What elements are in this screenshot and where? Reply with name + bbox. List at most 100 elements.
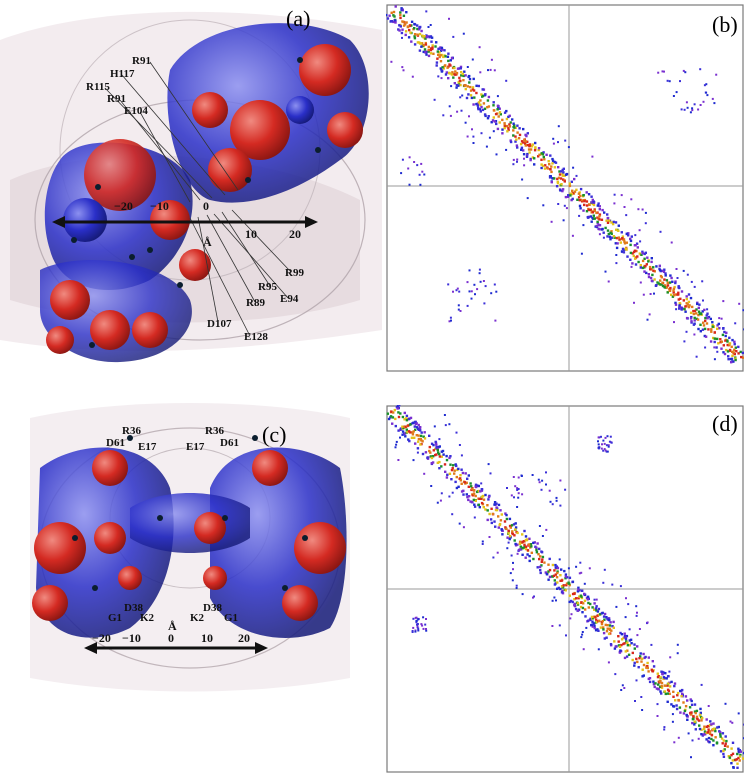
contact-dot xyxy=(646,256,649,259)
contact-dot xyxy=(602,615,606,618)
contact-dot xyxy=(592,201,596,204)
contact-dot xyxy=(673,285,676,289)
contact-dot xyxy=(671,295,675,298)
contact-dot xyxy=(688,706,692,709)
contact-dot xyxy=(568,583,571,587)
contact-dot xyxy=(478,108,482,111)
contact-dot xyxy=(455,86,458,89)
contact-dot xyxy=(645,271,648,275)
contact-dot xyxy=(474,494,477,498)
contact-dot xyxy=(625,634,629,638)
contact-dot xyxy=(435,445,438,449)
contact-dot xyxy=(624,637,628,641)
contact-dot xyxy=(426,456,429,459)
contact-dot xyxy=(722,739,725,742)
panel-c-surface: R36 D61 E17 E17 R36 D61 D38 G1 K2 K2 D38… xyxy=(30,403,350,692)
contact-dot xyxy=(557,176,561,179)
contact-dot xyxy=(511,530,514,533)
contact-dot xyxy=(471,487,474,491)
contact-dot xyxy=(413,436,416,439)
contact-dot xyxy=(556,570,559,573)
contact-dot xyxy=(705,718,708,721)
contact-dot xyxy=(419,437,422,441)
contact-dot xyxy=(727,355,730,358)
contact-dot xyxy=(679,80,681,83)
contact-dot xyxy=(553,160,556,164)
contact-dot xyxy=(557,203,560,205)
contact-dot xyxy=(718,317,721,320)
contact-dot xyxy=(607,661,610,664)
contact-dot xyxy=(386,17,390,20)
contact-dot xyxy=(399,412,402,415)
contact-dot xyxy=(730,754,733,757)
contact-dot xyxy=(581,200,584,203)
contact-dot xyxy=(629,638,633,641)
contact-dot xyxy=(708,732,712,735)
contact-dot xyxy=(453,82,456,85)
contact-dot xyxy=(591,198,594,202)
contact-dot xyxy=(570,180,573,183)
contact-dot xyxy=(451,71,454,74)
contact-dot xyxy=(702,321,705,324)
contact-dot xyxy=(564,139,567,142)
contact-dot xyxy=(580,596,584,600)
contact-dot xyxy=(639,240,642,243)
contact-dot xyxy=(541,153,545,156)
contact-dot xyxy=(555,565,558,568)
contact-dot xyxy=(577,192,581,195)
contact-dot xyxy=(434,447,437,451)
contact-dot xyxy=(405,11,408,14)
contact-dot xyxy=(554,161,558,164)
contact-dot xyxy=(397,459,400,461)
contact-dot xyxy=(725,348,728,352)
contact-dot xyxy=(633,301,635,304)
contact-dot xyxy=(637,260,640,264)
contact-dot xyxy=(400,7,403,10)
contact-dot xyxy=(682,69,685,72)
contact-dot xyxy=(450,478,453,481)
contact-dot xyxy=(546,167,550,170)
contact-dot xyxy=(586,595,590,598)
contact-dot xyxy=(444,64,447,67)
contact-dot xyxy=(671,280,674,283)
contact-dot xyxy=(568,576,572,579)
contact-dot xyxy=(473,96,476,99)
contact-dot xyxy=(623,242,627,245)
contact-dot xyxy=(436,57,439,60)
contact-dot xyxy=(649,276,653,280)
contact-dot xyxy=(552,137,555,140)
contact-dot xyxy=(657,71,660,74)
contact-dot xyxy=(510,554,513,557)
contact-dot xyxy=(505,517,509,521)
contact-dot xyxy=(419,443,422,446)
contact-matrix-d: (d) xyxy=(386,405,744,773)
contact-dot xyxy=(593,626,596,630)
contact-dot xyxy=(692,717,695,720)
contact-dot xyxy=(614,221,618,224)
contact-dot xyxy=(606,213,609,216)
contact-dot xyxy=(522,546,525,549)
contact-dot xyxy=(505,513,508,517)
contact-dot xyxy=(606,617,609,620)
contact-dot xyxy=(555,499,558,502)
contact-dot xyxy=(548,568,552,572)
contact-dot xyxy=(629,237,632,241)
contact-dot xyxy=(689,111,692,114)
contact-dot xyxy=(422,43,425,47)
contact-dot xyxy=(595,618,598,621)
contact-dot xyxy=(559,574,562,577)
contact-dot xyxy=(508,123,511,126)
contact-dot xyxy=(654,682,657,685)
contact-dot xyxy=(720,340,723,343)
contact-dot xyxy=(737,352,740,355)
contact-dot xyxy=(610,629,613,632)
contact-dot xyxy=(666,700,669,703)
contact-dot xyxy=(655,284,658,287)
contact-dot xyxy=(474,293,476,296)
contact-dot xyxy=(434,45,437,48)
contact-dot xyxy=(581,631,584,633)
contact-dot xyxy=(539,571,542,575)
contact-dot xyxy=(593,608,596,611)
contact-dot xyxy=(689,317,693,320)
contact-dot xyxy=(496,95,499,98)
